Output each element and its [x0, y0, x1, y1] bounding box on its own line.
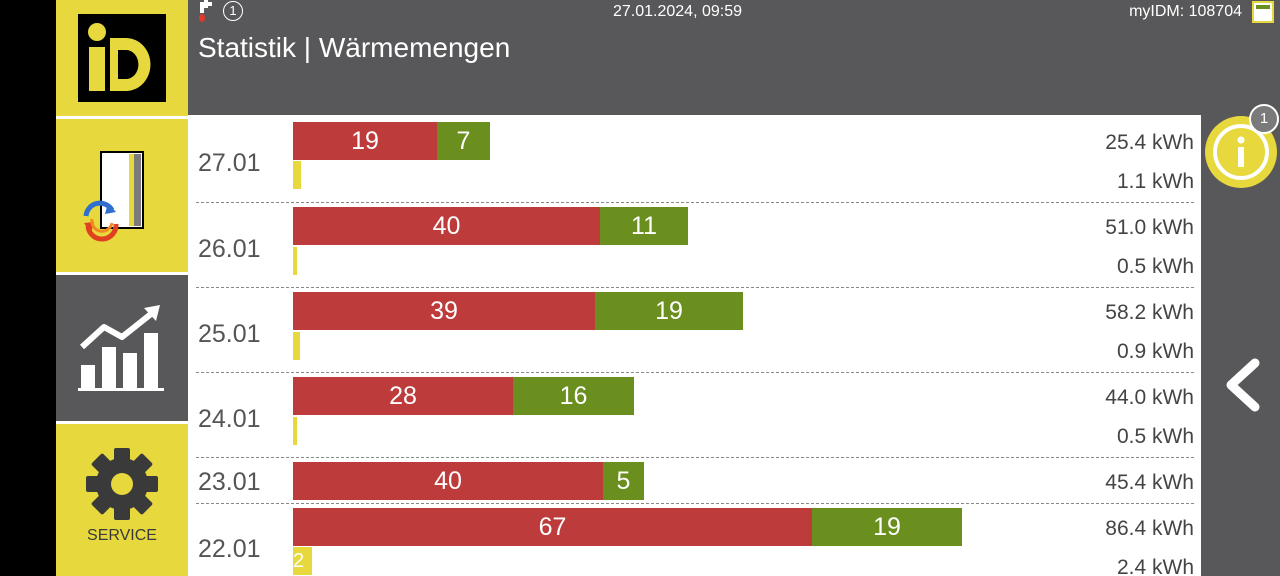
service-button[interactable]: SERVICE — [56, 424, 188, 576]
header: 1 27.01.2024, 09:59 myIDM: 108704 Statis… — [188, 0, 1280, 115]
total-kwh: 58.2 kWh — [1105, 301, 1194, 324]
heat-bar: 28 — [293, 377, 513, 415]
row-date: 22.01 — [198, 535, 261, 563]
list-item: 26.01 40 11 51.0 kWh 0.5 kWh — [188, 203, 1198, 288]
service-label: SERVICE — [87, 527, 157, 544]
heat-bar: 40 — [293, 207, 600, 245]
water-bar: 11 — [600, 207, 688, 245]
total-kwh: 86.4 kWh — [1105, 517, 1194, 540]
list-item: 25.01 39 19 58.2 kWh 0.9 kWh — [188, 288, 1198, 373]
list-item: 22.01 67 19 2 86.4 kWh 2.4 kWh — [188, 504, 1198, 576]
total-kwh: 45.4 kWh — [1105, 471, 1194, 494]
tap-icon — [199, 0, 212, 22]
right-panel: 1 — [1201, 104, 1280, 576]
second-kwh: 0.5 kWh — [1116, 425, 1194, 448]
info-badge: 1 — [1249, 104, 1279, 134]
list-item: 27.01 19 7 25.4 kWh 1.1 kWh — [188, 115, 1198, 203]
row-date: 27.01 — [198, 149, 261, 177]
left-border — [0, 0, 56, 576]
notification-circle[interactable]: 1 — [223, 1, 243, 21]
sidebar: SERVICE — [56, 0, 188, 576]
row-date: 23.01 — [198, 468, 261, 496]
row-date: 26.01 — [198, 235, 261, 263]
small-bar — [293, 417, 297, 445]
total-kwh: 51.0 kWh — [1105, 216, 1194, 239]
heat-bar: 19 — [293, 122, 437, 160]
info-icon — [1213, 124, 1269, 180]
total-kwh: 44.0 kWh — [1105, 386, 1194, 409]
second-kwh: 0.9 kWh — [1116, 340, 1194, 363]
page-title: Statistik | Wärmemengen — [198, 32, 511, 63]
chart-icon — [78, 305, 164, 391]
chevron-left-icon[interactable] — [1219, 355, 1269, 415]
list-item: 23.01 40 5 45.4 kWh — [188, 458, 1198, 504]
logo-button[interactable] — [56, 0, 188, 116]
water-bar: 5 — [603, 462, 644, 500]
heat-bar: 40 — [293, 462, 603, 500]
myidm-id: myIDM: 108704 — [1129, 3, 1242, 20]
statistics-list[interactable]: 27.01 19 7 25.4 kWh 1.1 kWh 26.01 40 11 … — [188, 115, 1201, 576]
heatpump-button[interactable] — [56, 119, 188, 272]
date-time: 27.01.2024, 09:59 — [613, 3, 743, 20]
water-bar: 19 — [595, 292, 743, 330]
total-kwh: 25.4 kWh — [1105, 131, 1194, 154]
second-kwh: 0.5 kWh — [1116, 255, 1194, 278]
water-bar: 16 — [513, 377, 634, 415]
water-bar: 7 — [437, 122, 490, 160]
small-bar: 2 — [293, 547, 312, 575]
second-kwh: 1.1 kWh — [1116, 170, 1194, 193]
small-bar — [293, 332, 300, 360]
small-bar — [293, 161, 301, 189]
idm-logo — [78, 14, 166, 102]
row-date: 24.01 — [198, 405, 261, 433]
gear-icon — [86, 448, 158, 520]
heat-bar: 67 — [293, 508, 812, 546]
list-item: 24.01 28 16 44.0 kWh 0.5 kWh — [188, 373, 1198, 458]
heat-bar: 39 — [293, 292, 595, 330]
water-bar: 19 — [812, 508, 962, 546]
statistics-button[interactable] — [56, 275, 188, 421]
small-bar — [293, 247, 297, 275]
second-kwh: 2.4 kWh — [1116, 556, 1194, 576]
heatpump-icon — [83, 151, 144, 242]
row-date: 25.01 — [198, 320, 261, 348]
window-icon[interactable] — [1252, 1, 1274, 23]
